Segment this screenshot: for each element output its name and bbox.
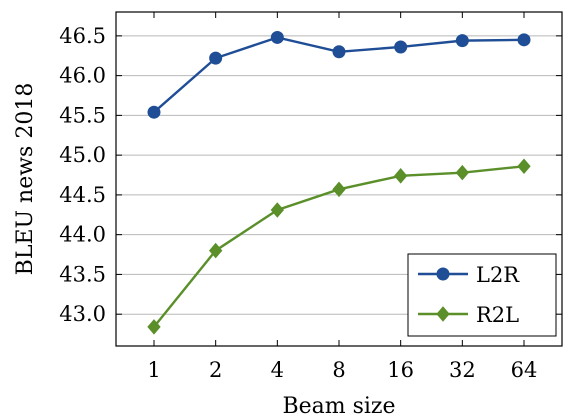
x-tick-label: 2	[209, 358, 222, 382]
series-group	[147, 30, 531, 335]
x-axis-ticks: 1 2 4 8 16 32 64	[147, 12, 537, 382]
y-tick-label: 44.0	[59, 223, 106, 247]
y-tick-label: 45.0	[59, 143, 106, 167]
data-point-l2r	[147, 105, 161, 119]
y-tick-label: 45.5	[59, 103, 106, 127]
x-tick-label: 8	[332, 358, 345, 382]
legend: L2R R2L	[407, 253, 557, 337]
legend-item-r2l: R2L	[418, 303, 519, 327]
series-l2r	[147, 30, 531, 119]
legend-marker-l2r	[436, 267, 450, 281]
y-tick-label: 44.5	[59, 183, 106, 207]
data-point-r2l	[332, 181, 346, 198]
data-point-r2l	[517, 158, 531, 175]
data-point-r2l	[270, 202, 284, 218]
data-point-l2r	[209, 51, 223, 65]
gridlines	[116, 35, 562, 315]
data-point-r2l	[209, 242, 223, 259]
legend-item-l2r: L2R	[418, 263, 520, 287]
legend-label-r2l: R2L	[476, 303, 519, 327]
data-point-l2r	[394, 40, 408, 54]
y-tick-label: 43.5	[59, 262, 106, 286]
data-point-l2r	[332, 45, 346, 59]
y-tick-label: 43.0	[59, 302, 106, 326]
y-axis-label: BLEU news 2018	[13, 83, 38, 276]
data-point-r2l	[455, 164, 469, 181]
legend-box	[407, 253, 557, 337]
y-tick-label: 46.5	[59, 24, 106, 48]
x-tick-label: 16	[387, 358, 414, 382]
series-r2l	[147, 158, 531, 335]
y-axis-ticks: 43.0 43.5 44.0 44.5 45.0 45.5 46.0 46.5	[59, 24, 562, 326]
data-point-r2l	[394, 168, 408, 184]
y-tick-label: 46.0	[59, 64, 106, 88]
x-tick-label: 1	[147, 358, 160, 382]
data-point-l2r	[270, 30, 284, 44]
x-axis-label: Beam size	[282, 394, 395, 419]
data-point-l2r	[455, 34, 469, 48]
x-tick-label: 4	[271, 358, 284, 382]
data-point-l2r	[517, 33, 531, 47]
legend-marker-r2l	[436, 306, 450, 322]
plot-frame	[115, 11, 563, 347]
data-point-r2l	[147, 319, 161, 335]
legend-label-l2r: L2R	[476, 263, 520, 287]
x-tick-label: 32	[449, 358, 476, 382]
x-tick-label: 64	[511, 358, 538, 382]
